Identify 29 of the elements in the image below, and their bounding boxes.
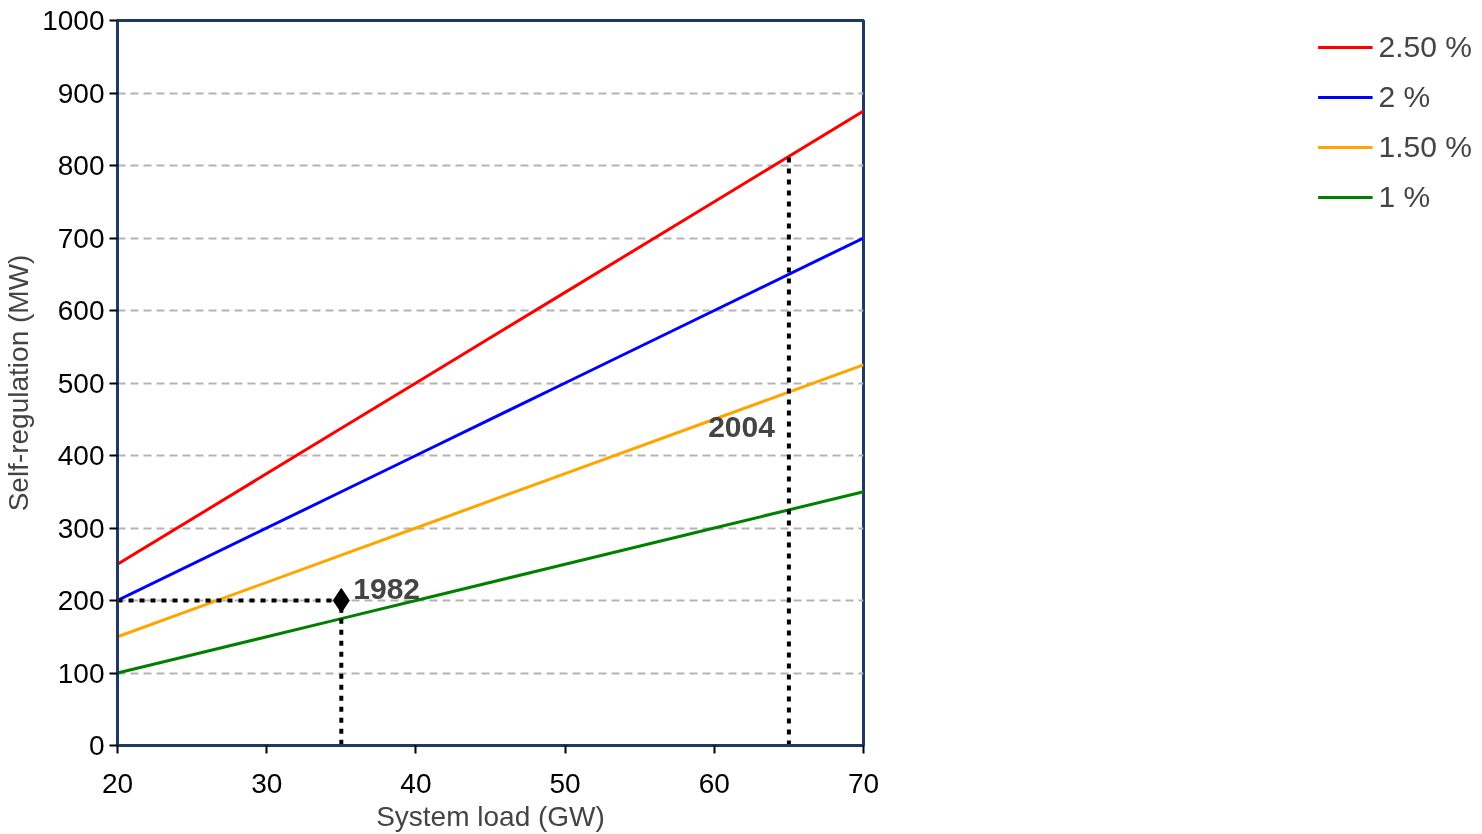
y-tick-label: 900	[57, 77, 105, 109]
legend-label: 2.50 %	[1378, 30, 1472, 64]
legend-label: 1 %	[1378, 180, 1431, 214]
legend-label: 2 %	[1378, 80, 1431, 114]
y-axis-title: Self-regulation (MW)	[3, 254, 35, 512]
x-axis-title: System load (GW)	[376, 800, 605, 832]
x-tick-label: 60	[698, 767, 730, 799]
y-tick-label: 600	[57, 295, 105, 326]
y-tick-label: 500	[57, 367, 105, 399]
x-tick-label: 70	[847, 767, 880, 799]
legend-label: 1.50 %	[1378, 130, 1472, 164]
x-tick-label: 40	[400, 767, 432, 799]
line-series	[117, 490, 864, 675]
x-tick-label: 50	[549, 767, 581, 799]
y-tick-label: 700	[57, 222, 105, 254]
line-series	[117, 363, 864, 639]
annotation: 1982	[353, 571, 421, 605]
line-series	[117, 109, 864, 566]
y-tick-label: 400	[57, 440, 105, 471]
y-tick-label: 100	[57, 657, 105, 689]
y-tick-label: 800	[57, 150, 105, 181]
y-tick-label: 200	[57, 585, 105, 616]
y-tick-label: 300	[57, 512, 105, 544]
y-tick-label: 1000	[42, 5, 105, 36]
x-tick-label: 30	[251, 767, 283, 799]
y-tick-label: 0	[88, 730, 105, 761]
x-tick-label: 20	[101, 767, 134, 799]
line-series	[117, 236, 864, 602]
annotation: 2004	[708, 409, 776, 443]
